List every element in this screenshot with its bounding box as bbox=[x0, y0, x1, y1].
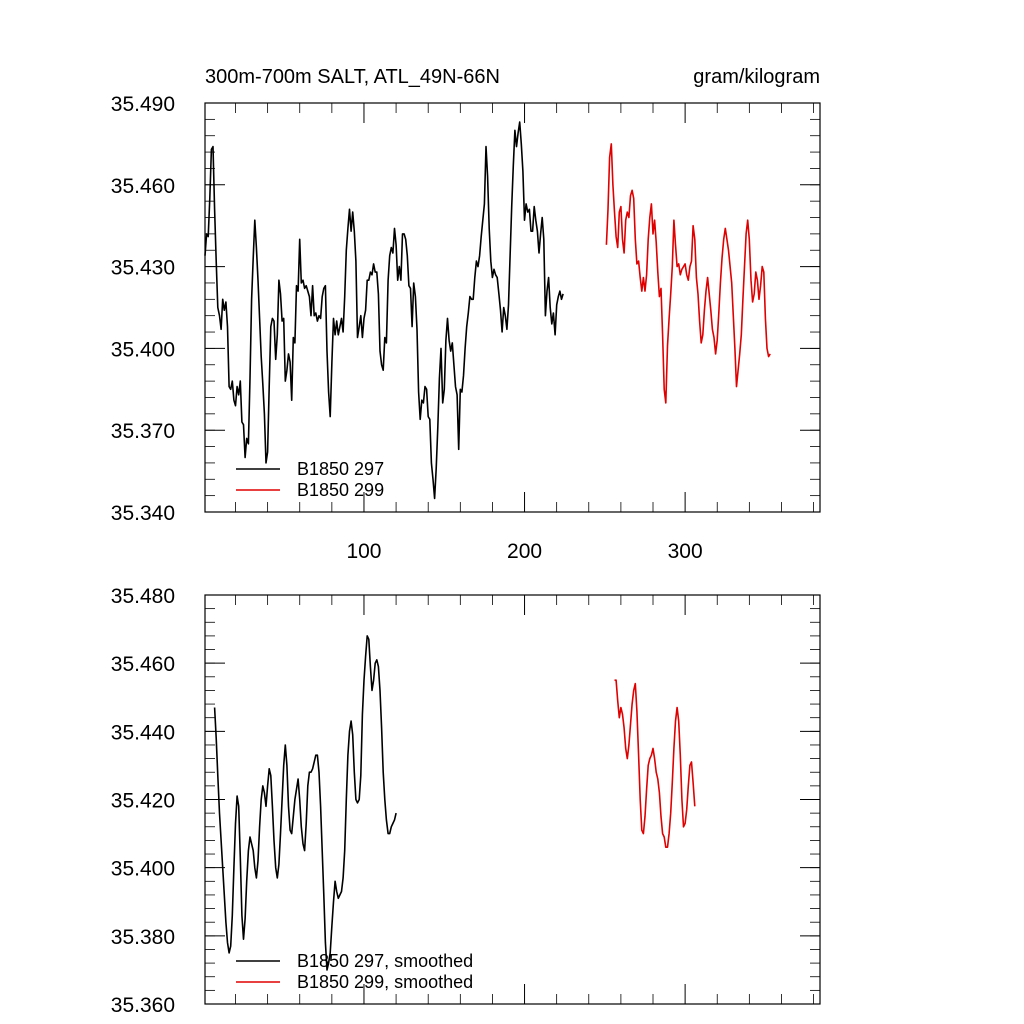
bottom-ticks-group: 35.480 35.460 35.440 35.420 35.400 35.380 35.3… bbox=[111, 585, 820, 1017]
series-line-b1850-297-smoothed bbox=[213, 635, 397, 971]
bottom-panel-smoothed: 35.480 35.460 35.440 35.420 35.400 35.380 35.3… bbox=[111, 585, 821, 1017]
series-line-b1850-299-smoothed bbox=[614, 679, 696, 849]
series-line-b1850-299 bbox=[605, 143, 771, 404]
top-title-left: 300m-700m SALT, ATL_49N-66N bbox=[205, 66, 500, 88]
y-tick-label: 35.480 bbox=[111, 585, 175, 608]
top-series-group bbox=[204, 121, 771, 500]
y-tick-label: 35.400 bbox=[111, 858, 175, 881]
legend-label-297: B1850 297 bbox=[297, 459, 384, 479]
y-tick-label: 35.340 bbox=[111, 502, 175, 525]
y-tick-label: 35.370 bbox=[111, 420, 175, 443]
y-tick-label: 35.490 bbox=[111, 93, 175, 116]
series-line-b1850-297 bbox=[204, 121, 564, 500]
bottom-legend: B1850 297, smoothed B1850 299, smoothed bbox=[236, 951, 473, 992]
bottom-plot-frame bbox=[204, 594, 821, 1005]
top-legend: B1850 297 B1850 299 bbox=[236, 459, 384, 500]
top-ticks-group: 35.490 35.460 35.430 35.400 35.370 35.340 100 2… bbox=[111, 93, 820, 563]
top-title-right: gram/kilogram bbox=[693, 66, 820, 88]
legend-label-299: B1850 299 bbox=[297, 480, 384, 500]
top-plot-frame bbox=[204, 102, 821, 513]
legend-label-297-smoothed: B1850 297, smoothed bbox=[297, 951, 473, 971]
y-tick-label: 35.440 bbox=[111, 721, 175, 744]
y-tick-label: 35.360 bbox=[111, 994, 175, 1017]
y-tick-label: 35.460 bbox=[111, 653, 175, 676]
y-tick-label: 35.380 bbox=[111, 926, 175, 949]
y-tick-label: 35.430 bbox=[111, 257, 175, 280]
x-tick-label: 100 bbox=[346, 540, 381, 563]
legend-label-299-smoothed: B1850 299, smoothed bbox=[297, 972, 473, 992]
top-panel-raw: 300m-700m SALT, ATL_49N-66N gram/kilogra… bbox=[111, 66, 821, 563]
x-tick-label: 200 bbox=[507, 540, 542, 563]
y-tick-label: 35.420 bbox=[111, 790, 175, 813]
bottom-series-group bbox=[213, 635, 696, 971]
y-tick-label: 35.400 bbox=[111, 338, 175, 361]
y-tick-label: 35.460 bbox=[111, 175, 175, 198]
x-tick-label: 300 bbox=[668, 540, 703, 563]
